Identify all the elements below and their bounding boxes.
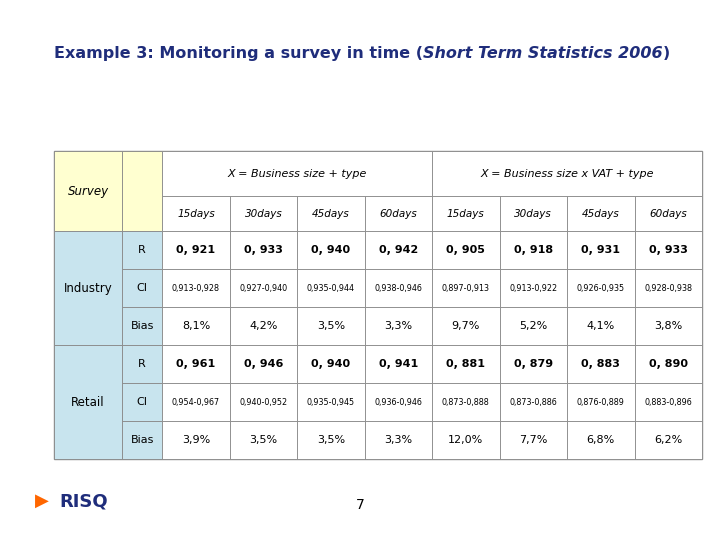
Text: 0,935-0,945: 0,935-0,945 — [307, 397, 355, 407]
Text: 45days: 45days — [312, 208, 350, 219]
Text: 7: 7 — [356, 498, 364, 512]
Text: 5,2%: 5,2% — [519, 321, 547, 331]
Text: 6,8%: 6,8% — [587, 435, 615, 445]
Text: 0,935-0,944: 0,935-0,944 — [307, 284, 355, 293]
Text: 0,936-0,946: 0,936-0,946 — [374, 397, 423, 407]
Text: ): ) — [662, 46, 670, 61]
Text: 0,938-0,946: 0,938-0,946 — [374, 284, 423, 293]
Text: 0,926-0,935: 0,926-0,935 — [577, 284, 625, 293]
Text: CI: CI — [137, 283, 148, 293]
Text: 0, 890: 0, 890 — [649, 359, 688, 369]
Text: 0,873-0,888: 0,873-0,888 — [442, 397, 490, 407]
Text: 0, 931: 0, 931 — [581, 245, 621, 255]
Text: 0,897-0,913: 0,897-0,913 — [442, 284, 490, 293]
Text: 15days: 15days — [447, 208, 485, 219]
Text: 0, 941: 0, 941 — [379, 359, 418, 369]
Text: 3,9%: 3,9% — [182, 435, 210, 445]
Text: 9,7%: 9,7% — [451, 321, 480, 331]
Text: 0,876-0,889: 0,876-0,889 — [577, 397, 625, 407]
Text: 0,883-0,896: 0,883-0,896 — [644, 397, 692, 407]
Text: 3,3%: 3,3% — [384, 435, 413, 445]
Text: 0,928-0,938: 0,928-0,938 — [644, 284, 692, 293]
Text: R: R — [138, 359, 146, 369]
Text: 0,873-0,886: 0,873-0,886 — [510, 397, 557, 407]
Text: 0, 961: 0, 961 — [176, 359, 215, 369]
Text: ▶: ▶ — [35, 492, 48, 510]
Text: 0,913-0,922: 0,913-0,922 — [509, 284, 557, 293]
Text: 0, 881: 0, 881 — [446, 359, 485, 369]
Text: 4,2%: 4,2% — [249, 321, 278, 331]
Text: Industry: Industry — [63, 282, 112, 295]
Text: X = Business size x VAT + type: X = Business size x VAT + type — [480, 168, 654, 179]
Text: Survey: Survey — [68, 185, 109, 198]
Text: 8,1%: 8,1% — [182, 321, 210, 331]
Text: 7,7%: 7,7% — [519, 435, 547, 445]
Text: Retail: Retail — [71, 396, 105, 409]
Text: 0, 933: 0, 933 — [649, 245, 688, 255]
Text: 3,5%: 3,5% — [249, 435, 277, 445]
Text: CI: CI — [137, 397, 148, 407]
Text: Bias: Bias — [130, 435, 154, 445]
Text: 0, 879: 0, 879 — [514, 359, 553, 369]
Text: X = Business size + type: X = Business size + type — [228, 168, 367, 179]
Text: Bias: Bias — [130, 321, 154, 331]
Text: 3,8%: 3,8% — [654, 321, 683, 331]
Text: 30days: 30days — [515, 208, 552, 219]
Text: 60days: 60days — [379, 208, 418, 219]
Text: Example 3: Monitoring a survey in time (: Example 3: Monitoring a survey in time ( — [54, 46, 423, 61]
Text: 3,5%: 3,5% — [317, 435, 345, 445]
Text: 0, 940: 0, 940 — [311, 245, 351, 255]
Text: 3,5%: 3,5% — [317, 321, 345, 331]
Text: 15days: 15days — [177, 208, 215, 219]
Text: 45days: 45days — [582, 208, 620, 219]
Text: R: R — [138, 245, 146, 255]
Text: 3,3%: 3,3% — [384, 321, 413, 331]
Text: 0,927-0,940: 0,927-0,940 — [239, 284, 287, 293]
Text: 0,913-0,928: 0,913-0,928 — [172, 284, 220, 293]
Text: 30days: 30days — [245, 208, 282, 219]
Text: 0,940-0,952: 0,940-0,952 — [239, 397, 287, 407]
Text: Short Term Statistics 2006: Short Term Statistics 2006 — [423, 46, 662, 61]
Text: 0, 942: 0, 942 — [379, 245, 418, 255]
Text: 0, 946: 0, 946 — [244, 359, 283, 369]
Text: 0, 883: 0, 883 — [581, 359, 620, 369]
Text: 0, 918: 0, 918 — [514, 245, 553, 255]
Text: 0, 905: 0, 905 — [446, 245, 485, 255]
Text: 12,0%: 12,0% — [449, 435, 483, 445]
Text: 0, 933: 0, 933 — [244, 245, 283, 255]
Text: 0, 921: 0, 921 — [176, 245, 215, 255]
Text: 4,1%: 4,1% — [587, 321, 615, 331]
Text: 0, 940: 0, 940 — [311, 359, 351, 369]
Text: 6,2%: 6,2% — [654, 435, 683, 445]
Text: RISQ: RISQ — [60, 492, 109, 510]
Text: 0,954-0,967: 0,954-0,967 — [172, 397, 220, 407]
Text: 60days: 60days — [649, 208, 687, 219]
